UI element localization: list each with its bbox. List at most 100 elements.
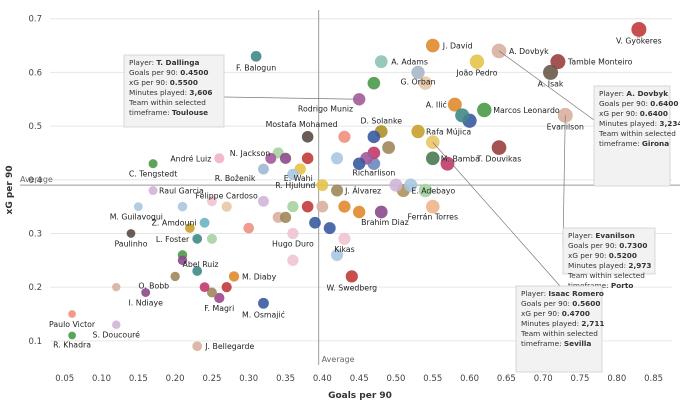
data-point [374, 55, 388, 69]
data-point [133, 202, 143, 212]
data-point [411, 124, 425, 139]
x-tick-label: 0.65 [497, 374, 516, 384]
y-tick-label: 0.3 [28, 229, 42, 239]
data-point [338, 130, 351, 143]
data-point [389, 178, 403, 192]
x-tick-label: 0.30 [239, 374, 258, 384]
tooltip-key: Goals per 90: [129, 68, 180, 77]
tooltip-line: Player: T. Dallinga [129, 58, 199, 67]
point-label: M. Diaby [242, 272, 277, 281]
tooltip-line: Minutes played: 3,234 [599, 119, 680, 128]
axis-ticks: 0.1 0.2 0.3 0.4 0.5 0.6 0.7 0.05 0.10 0.15 0.20 0.2… [28, 15, 663, 384]
point-label: J. Bellegarde [204, 342, 254, 351]
tooltip-key: Player: [568, 231, 595, 240]
data-point [338, 232, 351, 245]
data-point [221, 201, 232, 212]
point-label: Marcos Leonardo [493, 106, 560, 115]
tooltip-key: Team within selected [128, 98, 206, 107]
y-axis-title: xG per 90 [5, 166, 15, 215]
tooltip-line: Team within selected [128, 98, 206, 107]
x-tick-label: 0.25 [202, 374, 221, 384]
y-tick-label: 0.2 [28, 283, 42, 293]
tooltip-line: Minutes played: 2,973 [568, 261, 652, 270]
data-point [148, 186, 158, 196]
point-label: W. Swedberg [326, 283, 377, 292]
tooltip-value: 0.6400 [650, 99, 678, 108]
x-tick-label: 0.35 [276, 374, 295, 384]
point-label: Mostafa Mohamed [266, 120, 338, 129]
point-label: L. Foster [156, 235, 190, 244]
data-point [543, 64, 559, 80]
tooltip-key: Team within selected [520, 329, 598, 338]
tooltip-key: Goals per 90: [568, 241, 619, 250]
point-label: J. David [442, 42, 473, 51]
point-label: A. Ilić [426, 101, 447, 110]
tooltip-value: 3,234 [659, 119, 680, 128]
x-tick-label: 0.70 [534, 374, 553, 384]
tooltip-value: 2,711 [581, 319, 604, 328]
tooltip-key: xG per 90: [568, 251, 609, 260]
tooltip-line: xG per 90: 0.6400 [599, 109, 668, 118]
data-point [250, 50, 262, 62]
x-tick-label: 0.50 [386, 374, 405, 384]
tooltip-value: 0.5200 [609, 251, 637, 260]
tooltip-value: 0.7300 [619, 241, 647, 250]
point-label: Richarlison [352, 169, 395, 178]
y-tick-label: 0.4 [28, 176, 42, 186]
point-label: E. Adebayo [411, 187, 455, 196]
point-label: Ferrán Torres [408, 213, 459, 222]
data-point [550, 54, 566, 70]
data-point [382, 141, 396, 155]
point-label: A. Adams [391, 58, 428, 67]
x-tick-label: 0.80 [607, 374, 626, 384]
data-point [418, 183, 433, 198]
tooltip-line: Goals per 90: 0.7300 [568, 241, 647, 250]
data-point [316, 179, 329, 192]
data-point [112, 320, 121, 329]
data-point [367, 130, 381, 144]
tooltip-line: xG per 90: 0.4700 [521, 309, 590, 318]
point-label: O. Bobb [138, 281, 169, 290]
point-label: E. Wahi [284, 174, 313, 183]
tooltip-line: timeframe: Toulouse [129, 108, 208, 117]
tooltip-key: Player: [129, 58, 156, 67]
tooltip-line: xG per 90: 0.5200 [568, 251, 637, 260]
point-label: Felippe Cardoso [196, 192, 258, 201]
x-tick-label: 0.10 [92, 374, 111, 384]
x-tick-label: 0.75 [571, 374, 590, 384]
data-point [425, 38, 440, 53]
point-label: André Luiz [170, 154, 211, 163]
tooltip-line: Minutes played: 2,711 [521, 319, 605, 328]
tooltip-line: xG per 90: 0.5500 [129, 78, 198, 87]
data-point [68, 310, 76, 318]
average-label-horizontal: Average [20, 175, 53, 184]
data-point [126, 229, 136, 238]
data-point [287, 168, 299, 181]
data-point [301, 200, 314, 213]
tooltip-line: Player: Evanilson [568, 231, 635, 240]
x-tick-label: 0.15 [129, 374, 148, 384]
point-labels: V. Gyökeres J. David A. Dovbyk Tamble Monte… [49, 36, 662, 351]
tooltip-line: timeframe: Porto [568, 281, 633, 290]
tooltip-value: T. Dallinga [156, 58, 199, 67]
tooltip-value: 0.6400 [640, 109, 668, 118]
data-point [345, 270, 358, 283]
data-point [309, 216, 321, 229]
tooltip-value: 0.5600 [572, 299, 600, 308]
tooltip-box [123, 54, 225, 128]
data-point [491, 140, 507, 155]
data-point [287, 227, 299, 240]
x-tick-label: 0.40 [313, 374, 332, 384]
point-label: V. Gyökeres [616, 36, 662, 45]
x-tick-label: 0.85 [644, 374, 663, 384]
point-label: Rodrigo Muniz [298, 104, 353, 113]
tooltip-key: Team within selected [598, 129, 676, 138]
tooltip-leader-line [223, 96, 360, 100]
x-tick-label: 0.05 [55, 374, 74, 384]
point-label: M. Bamba [441, 154, 480, 163]
data-point [287, 254, 299, 266]
data-point [206, 287, 217, 298]
point-label: Abel Ruiz [182, 260, 218, 269]
tooltip-key: timeframe: [521, 339, 564, 348]
data-point [206, 196, 217, 207]
